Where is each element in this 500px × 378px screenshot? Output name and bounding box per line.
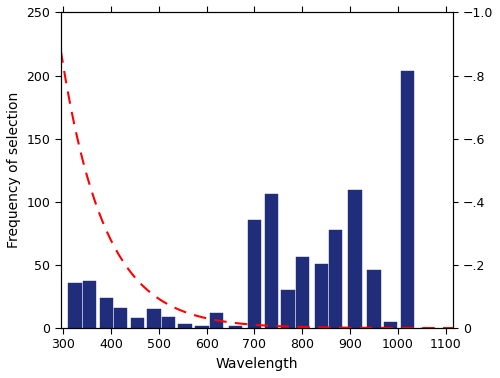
Bar	[100, 298, 113, 328]
Bar	[195, 325, 208, 328]
Bar	[210, 313, 223, 328]
Bar	[296, 257, 309, 328]
Bar	[329, 229, 342, 328]
Bar	[162, 317, 175, 328]
Bar	[178, 324, 192, 328]
Bar	[384, 322, 398, 328]
Y-axis label: Frequency of selection: Frequency of selection	[7, 92, 21, 248]
Bar	[401, 71, 414, 328]
Bar	[348, 191, 362, 328]
Bar	[314, 264, 328, 328]
Bar	[114, 308, 128, 328]
Bar	[282, 290, 294, 328]
X-axis label: Wavelength: Wavelength	[216, 357, 298, 371]
Bar	[68, 283, 82, 328]
Bar	[228, 325, 242, 328]
Bar	[148, 309, 160, 328]
Bar	[264, 194, 278, 328]
Bar	[248, 220, 261, 328]
Bar	[368, 270, 380, 328]
Bar	[83, 281, 96, 328]
Bar	[130, 318, 144, 328]
